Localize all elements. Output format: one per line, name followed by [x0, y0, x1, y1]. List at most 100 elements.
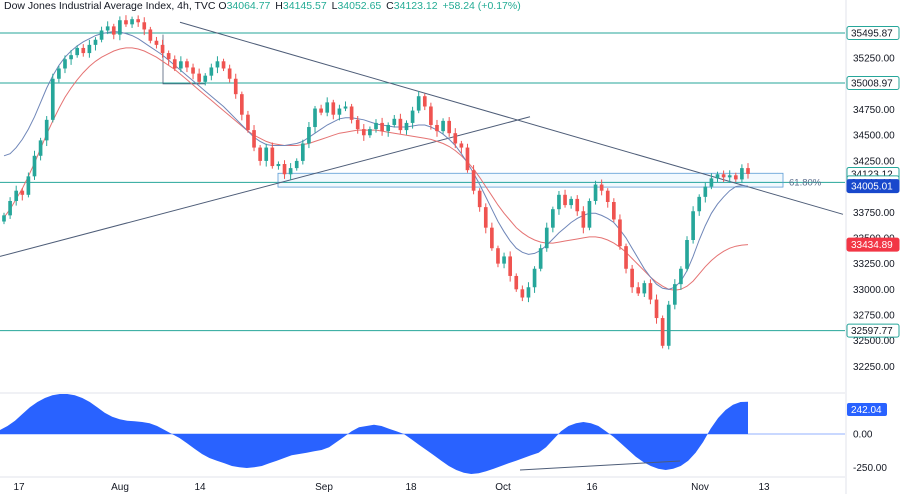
candle-body [672, 284, 677, 305]
candle [154, 36, 159, 49]
x-tick-label: Oct [495, 482, 511, 493]
candle-body [490, 227, 494, 249]
candle-body [227, 68, 232, 79]
candle [435, 119, 439, 137]
candle [166, 50, 171, 65]
oscillator-tick-label: 0.00 [853, 430, 873, 441]
low-label: L [331, 0, 338, 12]
candle-body [660, 318, 665, 346]
x-tick-label: 16 [586, 482, 598, 493]
candle-body [642, 283, 647, 294]
candle [368, 126, 372, 138]
chart-header: Dow Jones Industrial Average Index, 4h, … [4, 0, 521, 12]
candle-body [746, 168, 750, 174]
candle-body [69, 55, 73, 60]
x-tick-label: 13 [758, 482, 770, 493]
candle [20, 188, 25, 201]
candle-body [179, 61, 183, 69]
candle [422, 93, 427, 111]
candle-body [386, 124, 391, 132]
candle-body [508, 256, 512, 276]
candle-body [551, 209, 555, 228]
candle-body [599, 184, 604, 191]
candle [258, 145, 262, 166]
candle-body [538, 248, 543, 269]
candle [441, 118, 445, 134]
candle-body [185, 61, 189, 68]
candle [63, 55, 67, 74]
candle [191, 63, 195, 80]
price-tag-label: 33434.89 [851, 240, 893, 251]
candle-body [252, 130, 256, 148]
candle-body [172, 59, 177, 69]
price-tag-label: 34005.01 [851, 182, 893, 193]
candle [50, 73, 55, 123]
candle [599, 179, 604, 196]
y-tick-label: 34250.00 [853, 156, 895, 167]
price-tag-label: 32597.77 [851, 326, 893, 337]
candle [343, 101, 348, 112]
candle-body [666, 304, 671, 346]
candle-body [325, 102, 330, 113]
candle [544, 222, 549, 252]
candle [252, 125, 256, 152]
candle-body [441, 120, 445, 132]
candle-body [453, 133, 458, 144]
candle-body [514, 275, 519, 290]
candle-body [612, 202, 616, 220]
change-value: +58.24 (+0.17%) [442, 0, 521, 12]
candle-body [697, 196, 702, 212]
candle-body [130, 19, 134, 25]
candle-body [569, 198, 573, 206]
candles-layer [2, 15, 750, 350]
candle-body [203, 75, 208, 82]
candle [575, 195, 580, 216]
candle [313, 105, 317, 133]
candle [642, 280, 647, 297]
candle [532, 266, 537, 293]
candle [410, 106, 415, 129]
y-tick-label: 33750.00 [853, 208, 895, 219]
candle-body [422, 96, 427, 107]
candle-body [99, 30, 104, 40]
candle-body [319, 108, 323, 113]
x-tick-label: Nov [691, 482, 709, 493]
candle [618, 214, 622, 250]
candle-body [8, 200, 12, 216]
candle [300, 139, 305, 165]
candle-body [374, 122, 378, 130]
candle-body [2, 215, 6, 222]
candle-body [124, 20, 128, 25]
fast-moving-average [3, 30, 749, 290]
candle-body [300, 143, 305, 161]
candle [81, 44, 86, 57]
price-tag-label: 35008.97 [851, 78, 893, 89]
candle [727, 170, 732, 183]
candle [325, 97, 330, 117]
candle-body [368, 129, 372, 136]
fib-zone [277, 172, 784, 188]
candle [587, 198, 592, 231]
candle-body [575, 198, 580, 212]
oscillator-value-box [847, 403, 887, 416]
y-tick-label: 33000.00 [853, 285, 895, 296]
candle-body [246, 114, 250, 131]
candle [203, 73, 208, 86]
candle [593, 180, 598, 205]
slow-moving-average [3, 47, 749, 291]
candle-body [14, 190, 19, 201]
candle-body [355, 119, 360, 130]
candle-body [715, 174, 720, 179]
candle [294, 158, 299, 171]
candle [185, 58, 189, 73]
y-tick-label: 33250.00 [853, 259, 895, 270]
candle [105, 21, 110, 35]
candle-body [624, 246, 628, 269]
candle [514, 273, 519, 292]
candle [209, 63, 214, 81]
candle-body [618, 219, 622, 247]
candle [721, 170, 726, 182]
candle-body [593, 184, 598, 201]
fib-label: 61.80% [789, 177, 822, 188]
